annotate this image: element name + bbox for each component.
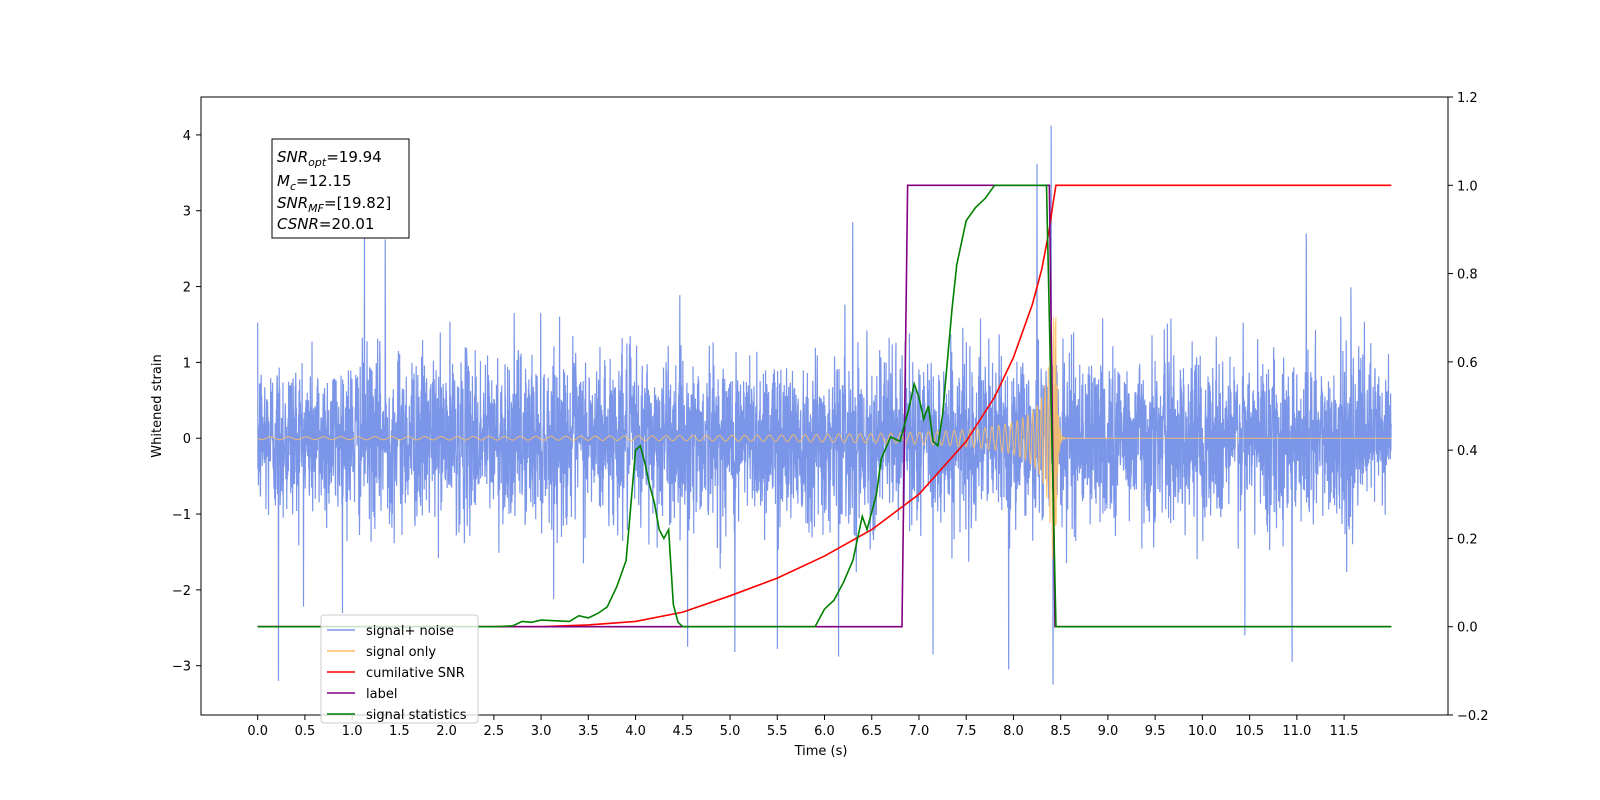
x-tick-label: 0.5 — [295, 724, 316, 739]
x-axis-title: Time (s) — [794, 744, 848, 759]
legend-label-label: label — [366, 687, 397, 702]
y-left-tick-label: 1 — [183, 356, 191, 371]
info-box: SNRopt=19.94 Mc=12.15 SNRMF=[19.82] CSNR… — [271, 138, 410, 239]
y-right-tick-label: 0.8 — [1457, 268, 1478, 283]
x-tick-label: 3.0 — [531, 724, 552, 739]
y-axis-left-title: Whitened strain — [150, 354, 165, 457]
y-right-tick-label: 1.0 — [1457, 179, 1478, 194]
signal-statistics-line — [257, 184, 1392, 628]
y-right-tick-label: 0.4 — [1457, 444, 1478, 459]
info-box-frame — [271, 138, 410, 239]
x-tick-label: 0.0 — [247, 724, 268, 739]
y-left-tick-label: 3 — [183, 205, 191, 220]
y-right-tick-label: −0.2 — [1457, 709, 1489, 724]
y-right-tick-label: 0.0 — [1457, 621, 1478, 636]
x-tick-label: 11.0 — [1282, 724, 1311, 739]
x-tick-label: 3.5 — [578, 724, 599, 739]
x-tick-label: 2.0 — [436, 724, 457, 739]
y-left-tick-label: 4 — [183, 129, 191, 144]
x-axis: 0.0 0.5 1.0 1.5 2.0 2.5 3.0 3.5 4.0 4.5 5.0 5.5 6.0 6… — [247, 715, 1359, 739]
x-tick-label: 8.5 — [1050, 724, 1071, 739]
info-chirp-mass: Mc=12.15 — [277, 172, 352, 193]
x-tick-label: 11.5 — [1330, 724, 1359, 739]
signal-only-line — [257, 316, 1392, 560]
x-tick-label: 10.5 — [1235, 724, 1264, 739]
x-tick-label: 7.0 — [909, 724, 930, 739]
series-signal-only — [257, 316, 1392, 560]
legend-label-signal-statistics: signal statistics — [366, 708, 467, 723]
signal-plus-noise-line — [257, 125, 1392, 685]
series-signal-statistics — [257, 184, 1392, 628]
y-left-tick-label: 0 — [183, 432, 191, 447]
y-axis-right: −0.2 0.0 0.2 0.4 0.6 0.8 1.0 1.2 — [1448, 91, 1489, 724]
x-tick-label: 6.5 — [861, 724, 882, 739]
y-right-tick-label: 1.2 — [1457, 91, 1478, 106]
x-tick-label: 9.5 — [1145, 724, 1166, 739]
legend-label-signal-only: signal only — [366, 645, 436, 660]
x-tick-label: 5.0 — [720, 724, 741, 739]
y-left-tick-label: −3 — [172, 660, 191, 675]
x-tick-label: 4.5 — [672, 724, 693, 739]
x-tick-label: 2.5 — [484, 724, 505, 739]
info-csnr: CSNR=20.01 — [277, 215, 374, 233]
x-tick-label: 6.0 — [814, 724, 835, 739]
y-right-tick-label: 0.6 — [1457, 356, 1478, 371]
x-tick-label: 5.5 — [767, 724, 788, 739]
y-left-tick-label: −2 — [172, 584, 191, 599]
x-tick-label: 7.5 — [956, 724, 977, 739]
legend: signal+ noise signal only cumilative SNR la… — [320, 614, 479, 724]
x-tick-label: 10.0 — [1188, 724, 1217, 739]
legend-label-signal-noise: signal+ noise — [366, 624, 454, 639]
series-signal-plus-noise — [257, 125, 1392, 685]
x-tick-label: 9.0 — [1098, 724, 1119, 739]
x-tick-label: 8.0 — [1003, 724, 1024, 739]
plot-area — [257, 125, 1392, 685]
y-left-tick-label: 2 — [183, 281, 191, 296]
info-snr-opt: SNRopt=19.94 — [277, 148, 382, 169]
x-tick-label: 1.5 — [389, 724, 410, 739]
info-snr-mf: SNRMF=[19.82] — [277, 194, 391, 215]
y-axis-left: −3 −2 −1 0 1 2 3 4 — [172, 129, 201, 675]
legend-label-cumilative-snr: cumilative SNR — [366, 666, 465, 681]
legend-frame — [320, 614, 479, 724]
x-tick-label: 1.0 — [342, 724, 363, 739]
y-right-tick-label: 0.2 — [1457, 532, 1478, 547]
y-left-tick-label: −1 — [172, 508, 191, 523]
x-tick-label: 4.0 — [625, 724, 646, 739]
